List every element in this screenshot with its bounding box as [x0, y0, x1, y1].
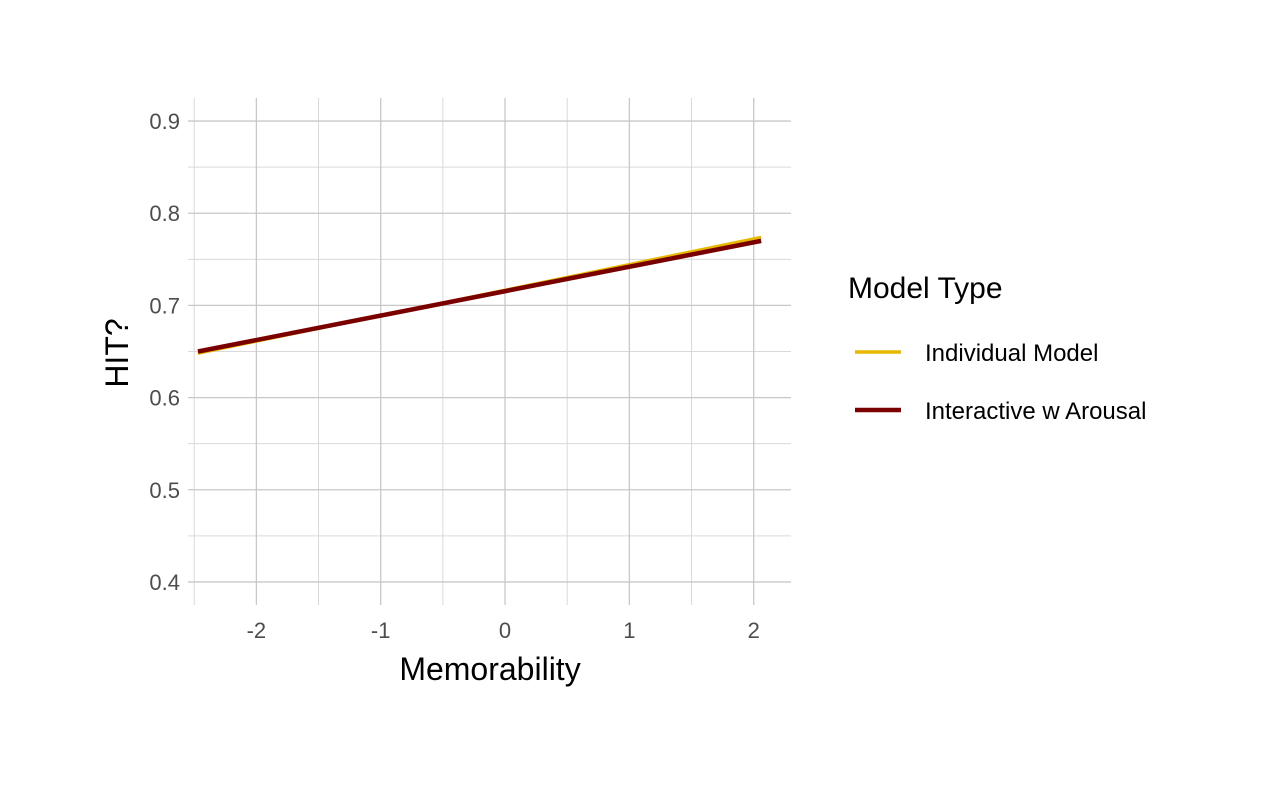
- x-tick-label: -2: [247, 618, 267, 643]
- grid-major: [188, 98, 791, 605]
- x-axis-tick-labels: -2 -1 0 1 2: [247, 618, 760, 643]
- y-tick-label: 0.4: [149, 570, 180, 595]
- legend-title: Model Type: [848, 272, 1003, 305]
- grid-minor: [188, 98, 791, 605]
- legend-label: Individual Model: [925, 340, 1098, 367]
- x-tick-label: -1: [371, 618, 391, 643]
- x-tick-label: 2: [748, 618, 760, 643]
- x-axis-title: Memorability: [399, 651, 580, 687]
- y-axis-tick-labels: 0.4 0.5 0.6 0.7 0.8 0.9: [149, 109, 180, 595]
- x-tick-label: 0: [499, 618, 511, 643]
- y-tick-label: 0.6: [149, 386, 180, 411]
- y-tick-label: 0.7: [149, 293, 180, 318]
- y-axis-title: HIT?: [99, 318, 135, 387]
- y-tick-label: 0.5: [149, 478, 180, 503]
- legend-label: Interactive w Arousal: [925, 398, 1146, 425]
- legend: Model Type Individual Model Interactive w…: [848, 272, 1146, 425]
- series-line-interactive-w-arousal: [197, 238, 762, 354]
- x-tick-label: 1: [623, 618, 635, 643]
- legend-items: Individual Model Interactive w Arousal: [855, 340, 1146, 425]
- series-lines: [197, 235, 762, 355]
- y-tick-label: 0.8: [149, 201, 180, 226]
- y-tick-label: 0.9: [149, 109, 180, 134]
